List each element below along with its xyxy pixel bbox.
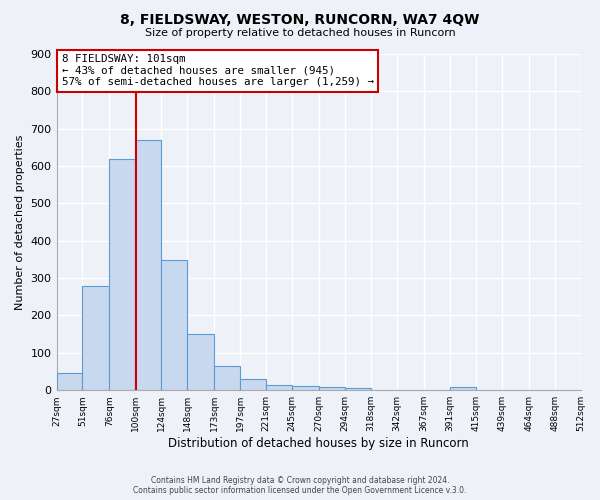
Text: 8, FIELDSWAY, WESTON, RUNCORN, WA7 4QW: 8, FIELDSWAY, WESTON, RUNCORN, WA7 4QW xyxy=(121,12,479,26)
Bar xyxy=(187,334,214,390)
Bar xyxy=(136,140,161,390)
Bar xyxy=(109,158,136,390)
Bar xyxy=(214,366,240,390)
Y-axis label: Number of detached properties: Number of detached properties xyxy=(15,134,25,310)
X-axis label: Distribution of detached houses by size in Runcorn: Distribution of detached houses by size … xyxy=(168,437,469,450)
Bar xyxy=(56,374,82,390)
Bar xyxy=(345,388,371,390)
Text: 8 FIELDSWAY: 101sqm
← 43% of detached houses are smaller (945)
57% of semi-detac: 8 FIELDSWAY: 101sqm ← 43% of detached ho… xyxy=(62,54,374,87)
Bar xyxy=(319,387,345,390)
Bar xyxy=(450,387,476,390)
Bar xyxy=(161,260,187,390)
Bar xyxy=(266,384,292,390)
Bar xyxy=(240,379,266,390)
Text: Size of property relative to detached houses in Runcorn: Size of property relative to detached ho… xyxy=(145,28,455,38)
Bar xyxy=(82,286,109,390)
Text: Contains HM Land Registry data © Crown copyright and database right 2024.
Contai: Contains HM Land Registry data © Crown c… xyxy=(133,476,467,495)
Bar xyxy=(292,386,319,390)
